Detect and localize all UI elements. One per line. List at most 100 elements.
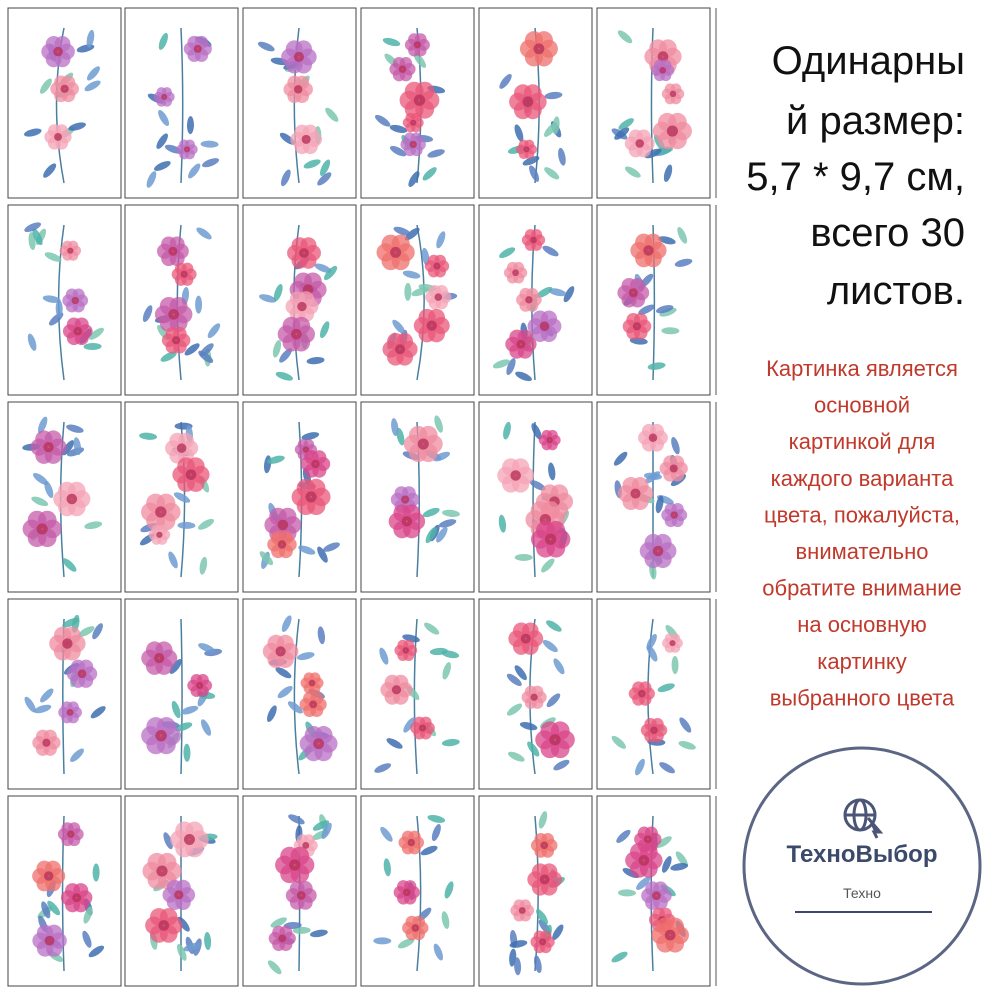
leaf <box>519 722 538 731</box>
leaf <box>644 148 662 159</box>
leaf <box>160 351 177 362</box>
leaf <box>515 371 532 382</box>
card-frame <box>360 204 475 396</box>
leaf <box>392 319 406 335</box>
tattoo-card <box>242 598 357 790</box>
leaf <box>90 706 106 719</box>
leaf <box>180 705 199 715</box>
leaf <box>662 856 672 873</box>
leaf <box>624 166 641 178</box>
leaf <box>677 227 688 244</box>
flower-center <box>666 125 678 137</box>
tattoo-card <box>596 7 711 199</box>
flower-center <box>161 93 168 100</box>
flower-center <box>648 433 658 442</box>
size-line: Одинарны <box>772 39 965 83</box>
leaf <box>317 546 328 563</box>
leaf <box>70 748 84 762</box>
leaf <box>427 149 445 158</box>
flower-center <box>66 708 74 716</box>
flower-center <box>66 493 78 505</box>
leaf <box>442 662 451 680</box>
flower-center <box>196 681 204 690</box>
flower-center <box>183 833 195 845</box>
notice-line: выбранного цвета <box>770 685 955 710</box>
tattoo-card <box>7 204 122 396</box>
flower-center <box>277 540 287 549</box>
tattoo-card <box>124 598 239 790</box>
leaf <box>670 863 689 871</box>
leaf <box>39 78 52 94</box>
leaf <box>32 228 43 246</box>
leaf <box>527 741 540 757</box>
leaf <box>433 943 444 961</box>
leaf <box>259 551 274 566</box>
flower-center <box>659 66 667 74</box>
leaf <box>546 693 561 708</box>
leaf <box>84 521 103 530</box>
notice-line: цвета, пожалуйста, <box>764 502 960 527</box>
flower-center <box>60 84 69 93</box>
leaf <box>529 165 540 182</box>
flower-center <box>158 920 170 931</box>
logo: ТехноВыбор Техно <box>742 746 982 986</box>
leaf <box>506 358 516 376</box>
leaf <box>154 161 171 171</box>
leaf <box>146 171 157 188</box>
flower-center <box>293 51 304 63</box>
leaf <box>257 41 275 52</box>
leaf <box>438 519 457 528</box>
flower-center <box>291 328 302 340</box>
flower-center <box>512 269 519 277</box>
tattoo-card <box>478 795 593 987</box>
leaf <box>288 814 305 825</box>
leaf <box>198 350 214 363</box>
flower-center <box>305 491 317 503</box>
flower-center <box>530 693 538 701</box>
stem <box>180 618 183 775</box>
leaf <box>62 558 77 572</box>
notice-text: Картинка является основной картинкой для ка… <box>762 356 962 710</box>
leaf <box>420 845 438 856</box>
leaf <box>397 938 415 949</box>
leaf <box>200 140 219 148</box>
size-line: листов. <box>827 269 965 313</box>
flower-center <box>168 309 180 320</box>
leaf <box>441 650 460 659</box>
tattoo-card <box>7 7 122 199</box>
leaf <box>514 665 527 681</box>
stem <box>180 27 184 184</box>
leaf <box>168 551 178 569</box>
flower-center <box>533 43 545 55</box>
flower-center <box>398 65 407 73</box>
leaf <box>73 437 82 455</box>
leaf <box>658 236 676 245</box>
leaf <box>83 906 93 924</box>
flower-center <box>669 640 676 647</box>
flower-center <box>669 90 677 98</box>
leaf <box>317 172 332 186</box>
leaf <box>645 471 661 484</box>
flower-center <box>669 464 678 473</box>
leaf <box>671 655 679 674</box>
leaf <box>33 704 52 714</box>
flower-center <box>155 729 167 742</box>
size-line: й размер: <box>786 99 965 143</box>
notice-line: картинкой для <box>789 429 936 454</box>
leaf <box>436 526 448 543</box>
leaf <box>40 688 54 703</box>
tattoo-card <box>242 7 357 199</box>
leaf <box>303 159 321 169</box>
tattoo-card <box>7 401 122 593</box>
logo-tagline: Техно <box>843 885 881 901</box>
leaf <box>317 626 326 645</box>
leaf <box>62 617 79 628</box>
logo-circle <box>742 746 982 986</box>
flower-center <box>77 669 87 679</box>
tattoo-card <box>124 795 239 987</box>
leaf <box>499 247 516 259</box>
leaf <box>92 623 103 640</box>
flower-center <box>54 133 62 141</box>
notice-line: обратите внимание <box>762 576 962 601</box>
